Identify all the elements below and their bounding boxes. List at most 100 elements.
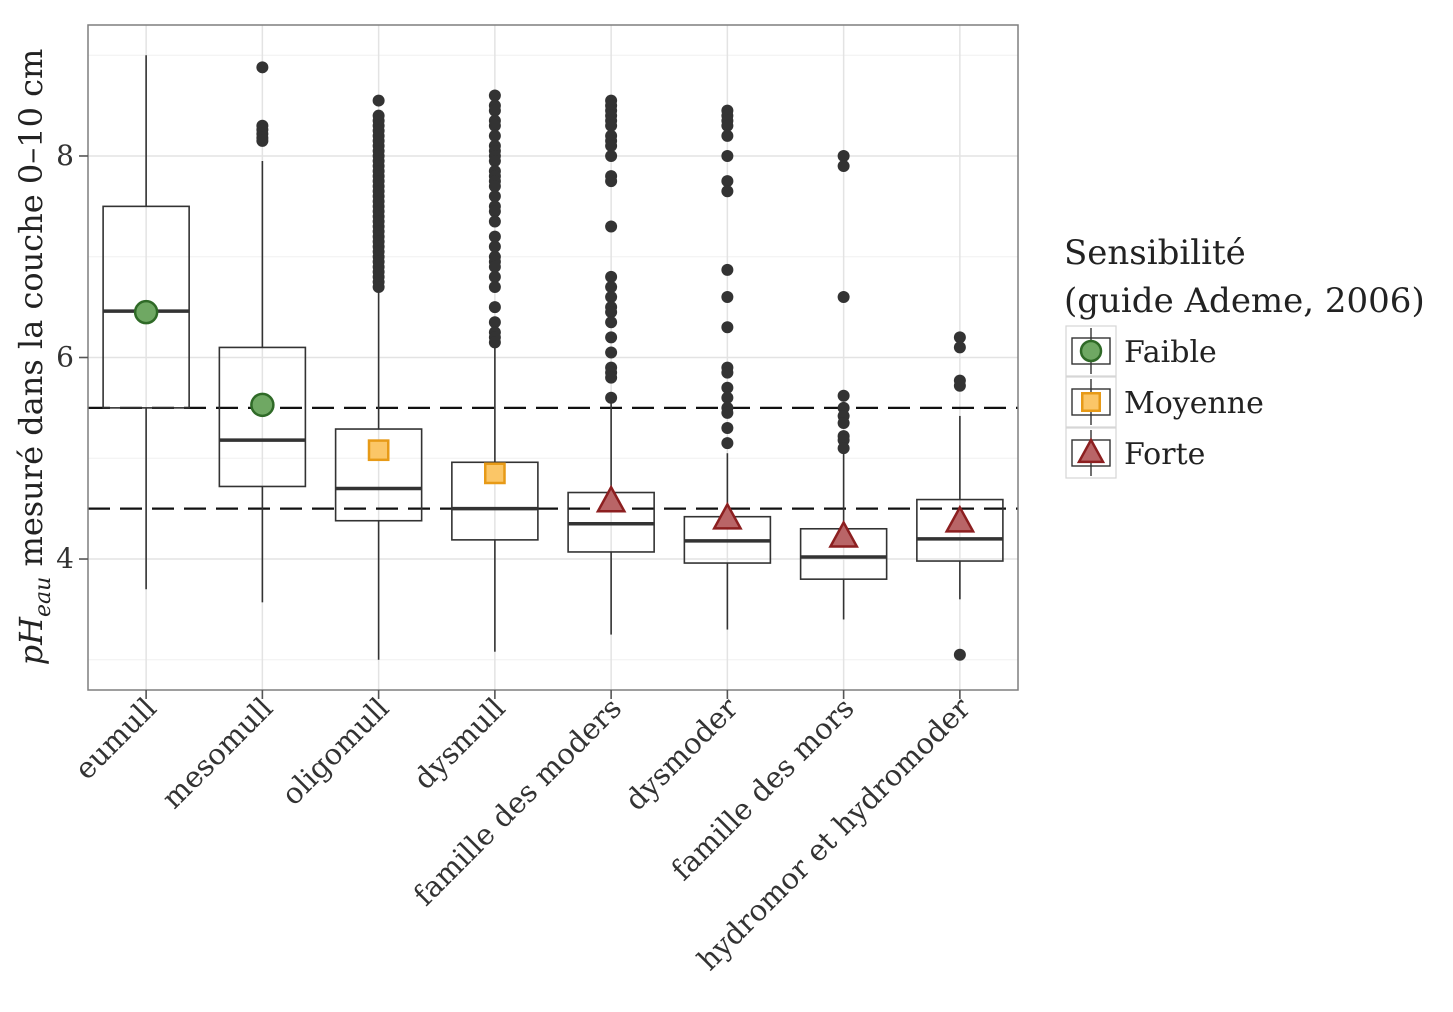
outlier-point xyxy=(721,263,734,276)
outlier-point xyxy=(488,89,501,102)
outlier-point xyxy=(488,240,501,253)
mean-marker xyxy=(133,299,159,325)
y-tick-label: 6 xyxy=(56,341,74,374)
mean-marker xyxy=(944,504,976,533)
outlier-point xyxy=(605,371,618,384)
y-axis-label-rest: mesuré dans la couche 0–10 cm xyxy=(12,49,50,577)
mean-marker xyxy=(595,484,627,513)
outlier-point xyxy=(488,205,501,218)
outlier-point xyxy=(953,341,966,354)
boxes xyxy=(102,55,1004,660)
outlier-point xyxy=(721,175,734,188)
outlier-point xyxy=(837,160,850,173)
box-dysmoder xyxy=(683,453,772,630)
outlier-point xyxy=(488,119,501,132)
outlier-point xyxy=(721,321,734,334)
box-iqr xyxy=(102,205,190,409)
outlier-point xyxy=(837,416,850,429)
x-tick-label: eumull xyxy=(68,691,163,786)
outlier-point xyxy=(605,175,618,188)
box-mesomull xyxy=(218,161,307,603)
box-iqr xyxy=(334,428,423,522)
legend-label: Forte xyxy=(1124,437,1205,472)
mean-marker xyxy=(250,392,275,418)
outlier-point xyxy=(488,280,501,293)
outlier-point xyxy=(605,316,618,329)
box-iqr xyxy=(916,498,1004,562)
outlier-point xyxy=(837,389,850,402)
outlier-point xyxy=(721,129,734,142)
y-axis-label: pHeau mesuré dans la couche 0–10 cm xyxy=(12,49,56,666)
legend-item-forte: Forte xyxy=(1065,427,1205,479)
outlier-point xyxy=(605,346,618,359)
legend-item-moyenne: Moyenne xyxy=(1065,376,1264,428)
outlier-point xyxy=(256,134,269,147)
outlier-point xyxy=(721,291,734,304)
mean-marker xyxy=(367,439,390,462)
outlier-point xyxy=(721,391,734,404)
legend-title-line2: (guide Ademe, 2006) xyxy=(1064,281,1425,321)
outlier-point xyxy=(605,306,618,319)
outlier-point xyxy=(721,119,734,132)
outlier-point xyxy=(488,316,501,329)
outlier-point xyxy=(721,406,734,419)
outlier-point xyxy=(372,280,385,293)
outlier-point xyxy=(605,119,618,132)
box-dysmull xyxy=(451,347,539,652)
outlier-point xyxy=(488,260,501,273)
outlier-point xyxy=(488,270,501,283)
outlier-point xyxy=(837,442,850,455)
outlier-point xyxy=(256,61,269,74)
legend-item-faible: Faible xyxy=(1065,325,1217,377)
mean-marker xyxy=(712,501,743,530)
outlier-point xyxy=(488,190,501,203)
mean-marker xyxy=(484,462,506,485)
y-tick-label: 8 xyxy=(56,139,74,172)
legend-items: Faible Moyenne Forte xyxy=(1065,325,1264,479)
outlier-point xyxy=(605,391,618,404)
outliers xyxy=(256,61,966,661)
legend-key-box xyxy=(1071,388,1111,416)
outlier-point xyxy=(605,270,618,283)
outlier-point xyxy=(488,336,501,349)
y-tick-label: 4 xyxy=(56,542,74,575)
outlier-point xyxy=(488,215,501,228)
outlier-point xyxy=(605,280,618,293)
legend-key-marker xyxy=(1076,437,1106,464)
outlier-point xyxy=(953,379,966,392)
legend-key-marker xyxy=(1081,392,1101,412)
outlier-point xyxy=(605,220,618,233)
outlier-point xyxy=(605,139,618,152)
mean-marker xyxy=(828,519,859,548)
outlier-point xyxy=(488,129,501,142)
y-axis-label-subscript: eau xyxy=(31,577,56,617)
x-tick-label: famille des moders xyxy=(407,691,628,912)
legend: Sensibilité (guide Ademe, 2006) Faible Mo… xyxy=(1064,233,1425,479)
outlier-point xyxy=(488,230,501,243)
outlier-point xyxy=(488,301,501,314)
outlier-point xyxy=(721,366,734,379)
outlier-point xyxy=(721,185,734,198)
legend-key-box xyxy=(1071,337,1111,365)
y-axis-label-main: pH xyxy=(12,616,50,665)
x-tick-label: oligomull xyxy=(275,691,396,812)
legend-label: Moyenne xyxy=(1124,386,1264,421)
outlier-point xyxy=(837,149,850,162)
x-tick-label: dysmoder xyxy=(618,691,744,817)
outlier-point xyxy=(721,149,734,162)
outlier-point xyxy=(488,104,501,117)
legend-key-marker xyxy=(1079,339,1103,363)
x-tick-label: mesomull xyxy=(155,691,279,815)
outlier-point xyxy=(488,155,501,168)
reference-lines xyxy=(88,406,1018,510)
outlier-point xyxy=(605,331,618,344)
box-iqr xyxy=(218,346,307,488)
outlier-point xyxy=(953,648,966,661)
grid-lines xyxy=(88,25,1018,690)
box-iqr xyxy=(451,461,539,541)
x-tick-label: dysmull xyxy=(407,691,512,796)
outlier-point xyxy=(605,149,618,162)
outlier-point xyxy=(721,437,734,450)
outlier-point xyxy=(488,180,501,193)
